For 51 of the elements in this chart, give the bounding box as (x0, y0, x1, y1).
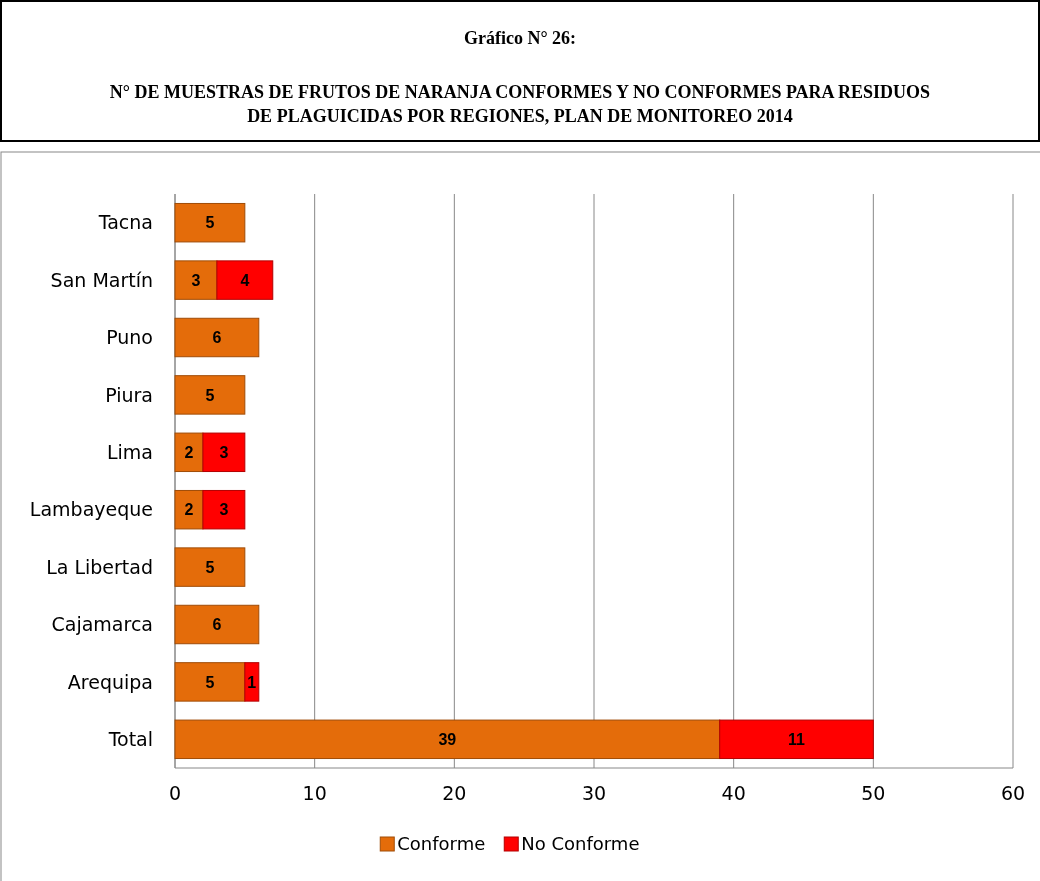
x-tick-label: 10 (302, 782, 327, 804)
bar (174, 719, 721, 760)
x-tick-label: 0 (168, 782, 182, 804)
bar (174, 489, 204, 530)
data-label: 2 (184, 443, 194, 461)
x-tick-label: 40 (721, 782, 746, 804)
bar (174, 317, 260, 358)
data-label: 11 (788, 730, 806, 748)
bar (174, 547, 246, 587)
bar (174, 662, 246, 702)
data-label: 3 (219, 501, 229, 519)
data-label: 5 (205, 673, 215, 691)
y-tick-label: Cajamarca (51, 613, 153, 636)
x-tick-label: 30 (581, 782, 607, 804)
bar (174, 604, 260, 645)
bar (719, 719, 874, 760)
data-label: 4 (240, 271, 250, 289)
data-label: 5 (205, 386, 215, 404)
data-label: 6 (212, 616, 222, 634)
y-tick-label: San Martín (50, 268, 153, 291)
chart-title: Gráfico N° 26: (463, 28, 577, 48)
bar (244, 662, 260, 702)
y-tick-label: Lima (106, 440, 153, 463)
y-tick-label: Arequipa (67, 670, 153, 693)
x-tick-label: 60 (1000, 782, 1026, 804)
data-label: 3 (191, 271, 201, 289)
data-label: 6 (212, 329, 222, 347)
y-tick-label: La Libertad (46, 555, 153, 578)
x-tick-label: 20 (442, 782, 467, 804)
legend-label: Conforme (397, 833, 486, 855)
data-label: 2 (184, 501, 194, 519)
legend-label: No Conforme (521, 833, 640, 855)
bar (202, 432, 246, 473)
data-label: 1 (247, 673, 257, 691)
y-tick-label: Total (107, 727, 153, 750)
y-tick-label: Piura (105, 383, 153, 406)
y-tick-label: Lambayeque (29, 498, 153, 521)
chart-subtitle: N° DE MUESTRAS DE FRUTOS DE NARANJA CONFORMES Y NO CONFORMES PARA RESIDUOS DE PLAGUICIDAS POR REGIONES, PLAN DE MONITOREO 2014 (109, 82, 931, 126)
bar (202, 489, 246, 530)
bar (174, 260, 218, 300)
data-label: 5 (205, 214, 215, 232)
bar (174, 375, 246, 415)
bar (174, 432, 204, 473)
bar (216, 260, 274, 300)
y-tick-label: Tacna (97, 211, 153, 234)
y-tick-label: Puno (106, 326, 153, 349)
x-tick-label: 50 (861, 782, 886, 804)
data-label: 3 (219, 443, 229, 461)
data-label: 39 (438, 730, 457, 748)
bar (174, 202, 246, 243)
data-label: 5 (205, 558, 215, 576)
